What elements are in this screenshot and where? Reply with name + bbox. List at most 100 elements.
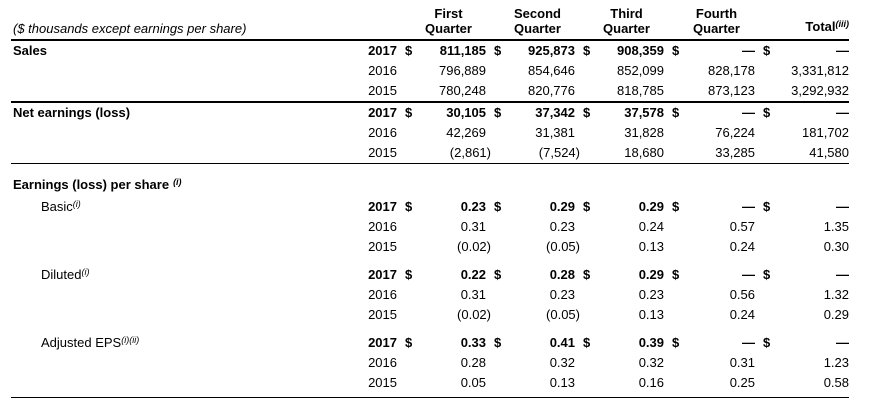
currency-symbol-cell: $ xyxy=(405,105,413,120)
currency-symbol-cell: $ xyxy=(672,267,680,282)
value-cell: 0.28 xyxy=(549,267,575,282)
section-footnote-superscript: (i) xyxy=(173,177,182,187)
value-cell: 0.56 xyxy=(729,287,755,302)
section-footnote-superscript: (i)(ii) xyxy=(121,335,140,345)
value-cell: 41,580 xyxy=(809,145,849,160)
value-cell: (0.02) xyxy=(457,307,491,322)
column-header-line1: Third xyxy=(610,6,643,21)
year-cell: 2017 xyxy=(368,199,397,214)
value-cell: 0.13 xyxy=(638,307,664,322)
currency-symbol-cell xyxy=(575,123,597,143)
value-cell: 31,828 xyxy=(624,125,664,140)
currency-symbol-cell xyxy=(755,81,777,101)
currency-symbol-cell: $ xyxy=(494,335,502,350)
currency-symbol-cell xyxy=(755,217,777,237)
label-spacer xyxy=(11,143,345,163)
value-cell: 828,178 xyxy=(708,63,755,78)
currency-symbol-cell: $ xyxy=(583,199,591,214)
value-cell: (7,524) xyxy=(538,145,580,160)
table-row: 2015 0.05 0.13 0.16 0.25 0.58 xyxy=(11,373,849,393)
value-cell: 76,224 xyxy=(715,125,755,140)
currency-symbol-cell xyxy=(397,217,419,237)
column-header-line2: Quarter xyxy=(425,21,472,36)
total-footnote-superscript: (iii) xyxy=(835,19,850,29)
column-header-second-quarter: Second Quarter xyxy=(486,6,575,36)
currency-symbol-cell: $ xyxy=(405,199,413,214)
section-label-text: Basic xyxy=(41,199,73,214)
section-label-text: Diluted xyxy=(41,267,82,282)
currency-symbol-cell: $ xyxy=(763,199,771,214)
value-cell: 780,248 xyxy=(439,83,486,98)
year-cell: 2015 xyxy=(368,145,397,160)
year-cell: 2016 xyxy=(368,125,397,140)
label-spacer xyxy=(11,237,345,257)
currency-symbol-cell xyxy=(755,123,777,143)
value-cell: 0.23 xyxy=(549,219,575,234)
value-cell: 0.24 xyxy=(638,219,664,234)
value-cell: 0.39 xyxy=(638,335,664,350)
value-cell: 0.25 xyxy=(729,375,755,390)
table-row: Basic(i) 2017 $0.23 $0.29 $0.29 $ — $ — xyxy=(11,197,849,217)
value-cell: 30,105 xyxy=(446,105,486,120)
value-cell: 0.16 xyxy=(638,375,664,390)
currency-symbol-cell xyxy=(664,217,686,237)
currency-symbol-cell xyxy=(664,353,686,373)
currency-symbol-cell: $ xyxy=(763,105,771,120)
value-cell: 18,680 xyxy=(624,145,664,160)
table-header-row: ($ thousands except earnings per share) … xyxy=(11,6,849,41)
currency-symbol-cell xyxy=(664,123,686,143)
column-header-line1: Fourth xyxy=(695,6,738,21)
section-label-text: Sales xyxy=(13,43,47,58)
currency-symbol-cell xyxy=(486,373,508,393)
value-cell: 0.29 xyxy=(823,307,849,322)
currency-symbol-cell xyxy=(397,285,419,305)
currency-symbol-cell: $ xyxy=(583,105,591,120)
currency-symbol-cell xyxy=(755,353,777,373)
currency-symbol-cell: $ xyxy=(672,335,680,350)
currency-symbol-cell xyxy=(575,285,597,305)
currency-symbol-cell xyxy=(664,143,686,163)
value-cell: 1.23 xyxy=(823,355,849,370)
column-header-line2: Quarter xyxy=(603,21,650,36)
column-header-first-quarter: First Quarter xyxy=(397,6,486,36)
currency-symbol-cell xyxy=(575,61,597,81)
value-cell: 0.28 xyxy=(460,355,486,370)
section-label: Adjusted EPS(i)(ii) xyxy=(11,333,345,354)
section-label: Earnings (loss) per share (i) xyxy=(11,177,849,192)
value-cell: 0.31 xyxy=(460,219,486,234)
currency-symbol-cell: $ xyxy=(672,43,680,58)
label-spacer xyxy=(11,285,345,305)
currency-symbol-cell xyxy=(664,237,686,257)
year-cell: 2017 xyxy=(368,105,397,120)
value-cell: 33,285 xyxy=(715,145,755,160)
table-row: 2015 (0.02) (0.05) 0.13 0.24 0.30 xyxy=(11,237,849,257)
value-cell: 0.33 xyxy=(460,335,486,350)
year-cell: 2017 xyxy=(368,335,397,350)
value-cell: 796,889 xyxy=(439,63,486,78)
currency-symbol-cell: $ xyxy=(672,199,680,214)
table-row: Sales 2017 $811,185 $925,873 $908,359 $ — $ — xyxy=(11,41,849,61)
value-cell: — xyxy=(742,105,755,120)
value-cell: (2,861) xyxy=(449,145,491,160)
column-header-line1: First xyxy=(434,6,463,21)
year-cell: 2015 xyxy=(368,307,397,322)
value-cell: 181,702 xyxy=(802,125,849,140)
value-cell: 0.23 xyxy=(638,287,664,302)
currency-symbol-cell xyxy=(755,143,777,163)
value-cell: 0.13 xyxy=(638,239,664,254)
value-cell: 0.41 xyxy=(549,335,575,350)
table-row: 2016 42,269 31,381 31,828 76,224 181,702 xyxy=(11,123,849,143)
currency-symbol-cell: $ xyxy=(763,43,771,58)
value-cell: 0.57 xyxy=(729,219,755,234)
table-row: 2015 (2,861) (7,524) 18,680 33,285 41,580 xyxy=(11,143,849,163)
value-cell: 0.05 xyxy=(460,375,486,390)
section-footnote-superscript: (i) xyxy=(72,199,81,209)
value-cell: 0.23 xyxy=(460,199,486,214)
value-cell: — xyxy=(742,43,755,58)
table-row: 2016 796,889 854,646 852,099 828,178 3,331,81… xyxy=(11,61,849,81)
currency-symbol-cell xyxy=(486,81,508,101)
year-cell: 2016 xyxy=(368,355,397,370)
currency-symbol-cell: $ xyxy=(494,199,502,214)
year-cell: 2015 xyxy=(368,375,397,390)
currency-symbol-cell: $ xyxy=(405,267,413,282)
